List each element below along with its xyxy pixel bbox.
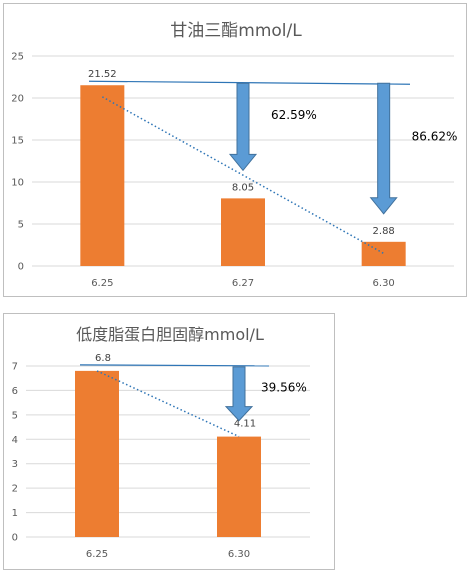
bar: [221, 198, 265, 266]
percent-change-label: 39.56%: [261, 381, 307, 395]
y-tick-label: 5: [12, 410, 18, 421]
data-label: 2.88: [373, 226, 395, 237]
down-arrow-icon: [369, 82, 398, 215]
triglyceride-chart-panel: 甘油三酯mmol/L 0 5 10 15 20 25 6.25 6.27 6.30 21.52 8.…: [3, 3, 467, 297]
x-tick-label: 6.27: [232, 278, 254, 289]
y-tick-label: 10: [11, 178, 24, 189]
y-tick-label: 2: [12, 484, 18, 495]
y-tick-label: 1: [12, 508, 18, 519]
triglyceride-chart: 甘油三酯mmol/L 0 5 10 15 20 25 6.25 6.27 6.30 21.52 8.…: [11, 21, 458, 289]
down-arrow-icon: [224, 366, 254, 422]
data-label: 21.52: [88, 69, 117, 80]
y-tick-label: 6: [12, 386, 18, 397]
reference-line: [79, 364, 270, 367]
x-tick-label: 6.30: [228, 549, 250, 560]
y-tick-label: 7: [12, 362, 18, 373]
y-tick-label: 0: [18, 262, 24, 273]
y-tick-label: 20: [11, 94, 24, 105]
y-tick-label: 5: [18, 220, 24, 231]
percent-change-label: 62.59%: [271, 108, 317, 122]
data-label: 6.8: [95, 353, 111, 364]
bar: [75, 370, 119, 537]
percent-change-label: 86.62%: [412, 130, 458, 144]
bar: [80, 85, 125, 267]
x-tick-label: 6.25: [91, 278, 113, 289]
x-tick-label: 6.25: [86, 549, 108, 560]
ldl-chart-panel: 低度脂蛋白胆固醇mmol/L 0 1 2 3 4 5 6 7 6.25 6.30 6.8 4.11 39…: [3, 313, 335, 570]
y-tick-label: 0: [12, 533, 18, 544]
data-label: 8.05: [232, 182, 254, 193]
data-label: 4.11: [234, 419, 256, 430]
y-tick-label: 4: [12, 435, 18, 446]
chart-title: 甘油三酯mmol/L: [170, 21, 302, 41]
trendline: [101, 96, 385, 255]
bar: [217, 436, 261, 537]
y-tick-label: 15: [11, 136, 24, 147]
x-tick-label: 6.30: [373, 278, 395, 289]
down-arrow-icon: [228, 82, 258, 172]
chart-title: 低度脂蛋白胆固醇mmol/L: [76, 325, 264, 344]
y-tick-label: 25: [11, 52, 24, 63]
ldl-chart: 低度脂蛋白胆固醇mmol/L 0 1 2 3 4 5 6 7 6.25 6.30 6.8 4.11 39…: [12, 325, 310, 560]
y-tick-label: 3: [12, 459, 18, 470]
